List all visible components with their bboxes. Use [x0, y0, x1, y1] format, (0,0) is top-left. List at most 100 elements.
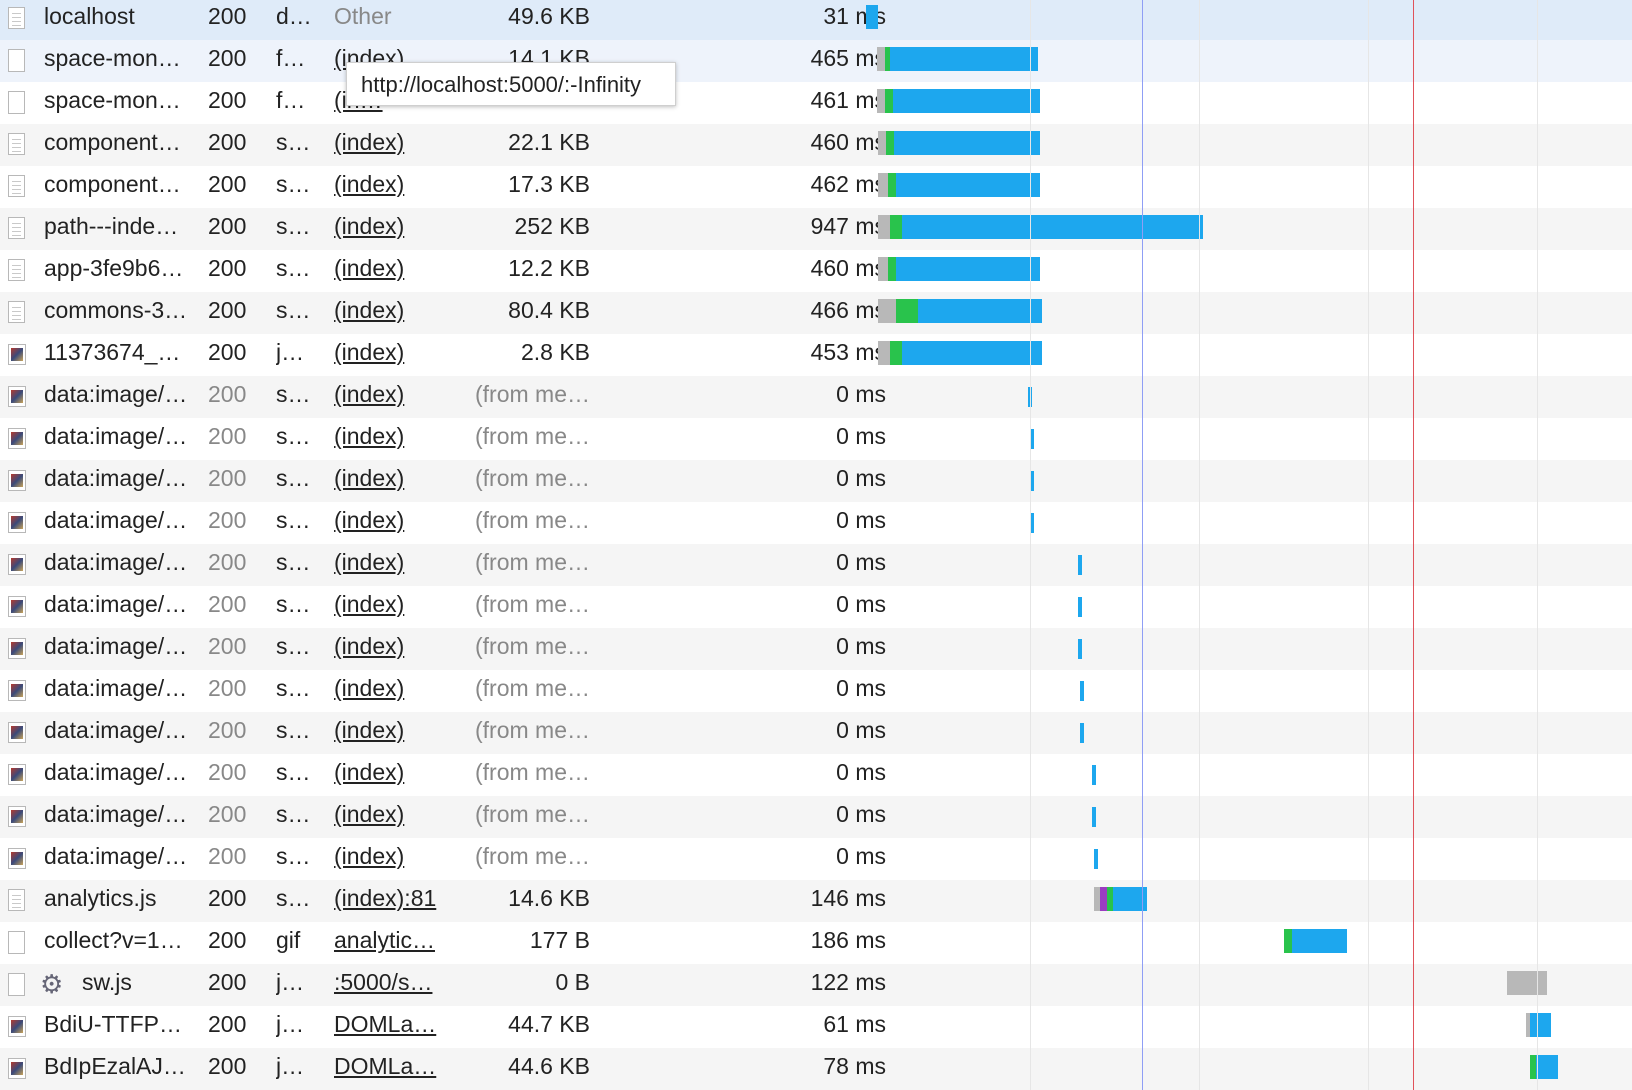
request-initiator[interactable]: (index) — [334, 297, 405, 323]
request-initiator[interactable]: analytic… — [334, 927, 435, 953]
request-row[interactable]: app-3fe9b6… 200 s… (index) 12.2 KB 460 ms — [0, 250, 1632, 292]
load-event-marker — [1413, 0, 1414, 1090]
request-initiator[interactable]: (index) — [334, 549, 405, 575]
request-initiator[interactable]: (index) — [334, 633, 405, 659]
request-time: 0 ms — [836, 507, 886, 533]
request-type: d… — [276, 3, 312, 29]
request-status: 200 — [208, 465, 247, 491]
request-name: data:image/… — [44, 843, 188, 869]
image-thumbnail-icon — [8, 754, 38, 796]
request-row[interactable]: BdiU-TTFP… 200 j… DOMLa… 44.7 KB 61 ms — [0, 1006, 1632, 1048]
waterfall-segment — [918, 299, 1042, 323]
request-name: data:image/… — [44, 507, 188, 533]
request-row[interactable]: 11373674_… 200 j… (index) 2.8 KB 453 ms — [0, 334, 1632, 376]
image-thumbnail-icon — [8, 502, 38, 544]
request-type: s… — [276, 591, 311, 617]
request-initiator[interactable]: (index) — [334, 171, 405, 197]
waterfall-tick — [1078, 597, 1082, 617]
request-initiator[interactable]: (index) — [334, 129, 405, 155]
request-row[interactable]: BdIpEzalAJ… 200 j… DOMLa… 44.6 KB 78 ms — [0, 1048, 1632, 1090]
waterfall-segment — [885, 47, 890, 71]
request-initiator[interactable]: (index) — [334, 213, 405, 239]
image-thumbnail-icon — [8, 586, 38, 628]
request-row[interactable]: space-mon… 200 f… (index) 14.1 KB 465 ms — [0, 40, 1632, 82]
request-initiator[interactable]: DOMLa… — [334, 1011, 437, 1037]
request-type: s… — [276, 633, 311, 659]
request-time: 0 ms — [836, 717, 886, 743]
request-time: 453 ms — [810, 339, 886, 365]
request-status: 200 — [208, 507, 247, 533]
request-name: commons-3… — [44, 297, 188, 323]
request-type: j… — [276, 339, 305, 365]
waterfall-segment — [1284, 929, 1292, 953]
request-row[interactable]: data:image/… 200 s… (index) (from me… 0 ms — [0, 502, 1632, 544]
request-row[interactable]: data:image/… 200 s… (index) (from me… 0 ms — [0, 712, 1632, 754]
request-status: 200 — [208, 381, 247, 407]
waterfall-segment — [902, 215, 1203, 239]
request-initiator[interactable]: (index) — [334, 507, 405, 533]
request-row[interactable]: localhost 200 d… Other 49.6 KB 31 ms — [0, 0, 1632, 40]
request-row[interactable]: data:image/… 200 s… (index) (from me… 0 ms — [0, 418, 1632, 460]
request-initiator[interactable]: (index) — [334, 465, 405, 491]
request-size: 177 B — [529, 927, 590, 953]
request-row[interactable]: data:image/… 200 s… (index) (from me… 0 ms — [0, 628, 1632, 670]
request-initiator[interactable]: (index) — [334, 843, 405, 869]
script-icon — [8, 250, 38, 292]
request-row[interactable]: data:image/… 200 s… (index) (from me… 0 ms — [0, 376, 1632, 418]
request-size: 22.1 KB — [508, 129, 590, 155]
request-row[interactable]: component… 200 s… (index) 22.1 KB 460 ms — [0, 124, 1632, 166]
request-row[interactable]: ⚙ sw.js 200 j…:5000/s… 0 B 122 ms — [0, 964, 1632, 1006]
request-row[interactable]: data:image/… 200 s… (index) (from me… 0 ms — [0, 586, 1632, 628]
request-type: s… — [276, 675, 311, 701]
waterfall-segment — [878, 173, 888, 197]
request-initiator[interactable]: (index) — [334, 381, 405, 407]
request-initiator[interactable]: (index) — [334, 675, 405, 701]
request-time: 31 ms — [823, 3, 886, 29]
file-icon — [8, 922, 38, 964]
request-row[interactable]: component… 200 s… (index) 17.3 KB 462 ms — [0, 166, 1632, 208]
request-row[interactable]: data:image/… 200 s… (index) (from me… 0 ms — [0, 544, 1632, 586]
request-name: data:image/… — [44, 465, 188, 491]
file-icon — [8, 964, 38, 1006]
request-row[interactable]: data:image/… 200 s… (index) (from me… 0 ms — [0, 460, 1632, 502]
request-initiator[interactable]: :5000/s… — [334, 969, 433, 995]
image-thumbnail-icon — [8, 460, 38, 502]
request-row[interactable]: data:image/… 200 s… (index) (from me… 0 ms — [0, 670, 1632, 712]
request-initiator[interactable]: (index):81 — [334, 885, 437, 911]
request-type: s… — [276, 423, 311, 449]
request-initiator[interactable]: (index) — [334, 759, 405, 785]
request-row[interactable]: data:image/… 200 s… (index) (from me… 0 ms — [0, 796, 1632, 838]
request-row[interactable]: data:image/… 200 s… (index) (from me… 0 ms — [0, 754, 1632, 796]
request-time: 78 ms — [823, 1053, 886, 1079]
request-time: 0 ms — [836, 591, 886, 617]
file-icon — [8, 82, 38, 124]
request-row[interactable]: analytics.js 200 s… (index):81 14.6 KB 146 ms — [0, 880, 1632, 922]
image-thumbnail-icon — [8, 628, 38, 670]
request-status: 200 — [208, 45, 247, 71]
request-size: (from me… — [475, 759, 590, 785]
request-size: 44.6 KB — [508, 1053, 590, 1079]
request-initiator[interactable]: (index) — [334, 255, 405, 281]
request-time: 146 ms — [810, 885, 886, 911]
request-size: (from me… — [475, 591, 590, 617]
request-size: (from me… — [475, 801, 590, 827]
request-initiator[interactable]: DOMLa… — [334, 1053, 437, 1079]
request-initiator[interactable]: (index) — [334, 339, 405, 365]
request-type: j… — [276, 969, 305, 995]
request-initiator[interactable]: (index) — [334, 801, 405, 827]
waterfall-segment — [878, 299, 896, 323]
request-row[interactable]: path---inde… 200 s… (index) 252 KB 947 ms — [0, 208, 1632, 250]
request-row[interactable]: commons-3… 200 s… (index) 80.4 KB 466 ms — [0, 292, 1632, 334]
request-time: 0 ms — [836, 759, 886, 785]
request-row[interactable]: data:image/… 200 s… (index) (from me… 0 ms — [0, 838, 1632, 880]
request-row[interactable]: collect?v=1… 200 gif analytic… 177 B 186 ms — [0, 922, 1632, 964]
request-status: 200 — [208, 717, 247, 743]
waterfall-segment — [877, 89, 885, 113]
request-initiator[interactable]: (index) — [334, 591, 405, 617]
request-initiator[interactable]: (index) — [334, 423, 405, 449]
waterfall-segment — [1292, 929, 1347, 953]
request-initiator[interactable]: (index) — [334, 717, 405, 743]
request-status: 200 — [208, 3, 247, 29]
